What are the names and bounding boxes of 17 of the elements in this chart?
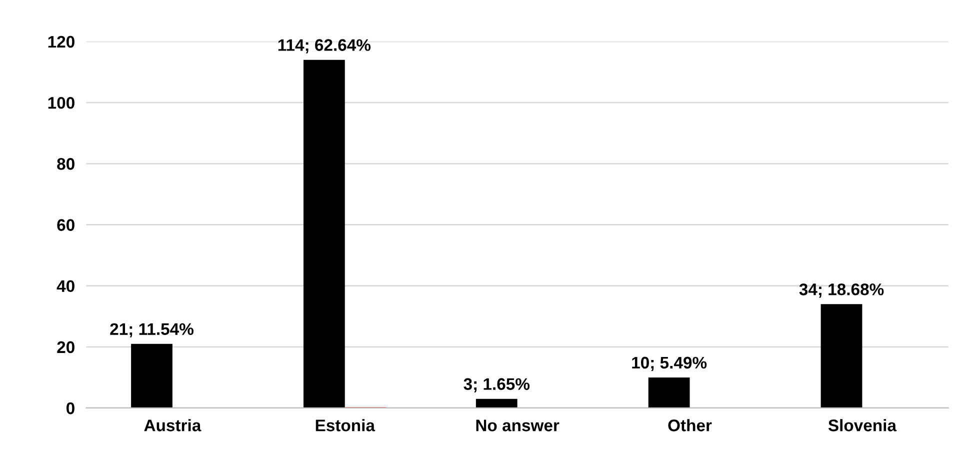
x-tick-label: No answer [476, 420, 560, 432]
x-tick-label: Other [668, 419, 712, 432]
x-tick-label: Austria [144, 419, 202, 432]
y-tick-label: 80 [57, 158, 74, 170]
data-label: 34; 18.68% [799, 283, 884, 298]
y-tick-label: 0 [66, 402, 74, 414]
y-tick-label: 100 [48, 96, 74, 109]
y-tick-label: 120 [48, 36, 74, 48]
y-tick-label: 40 [56, 280, 74, 292]
data-label: 3; 1.65% [464, 378, 530, 392]
x-tick-label: Estonia [316, 419, 376, 432]
data-label: 21; 11.54% [110, 323, 194, 338]
data-label: 114; 62.64% [278, 39, 371, 54]
data-label: 10; 5.49% [632, 356, 707, 372]
x-tick-label: Slovenia [828, 419, 897, 432]
y-tick-label: 20 [57, 341, 74, 354]
y-tick-label: 60 [57, 219, 74, 231]
